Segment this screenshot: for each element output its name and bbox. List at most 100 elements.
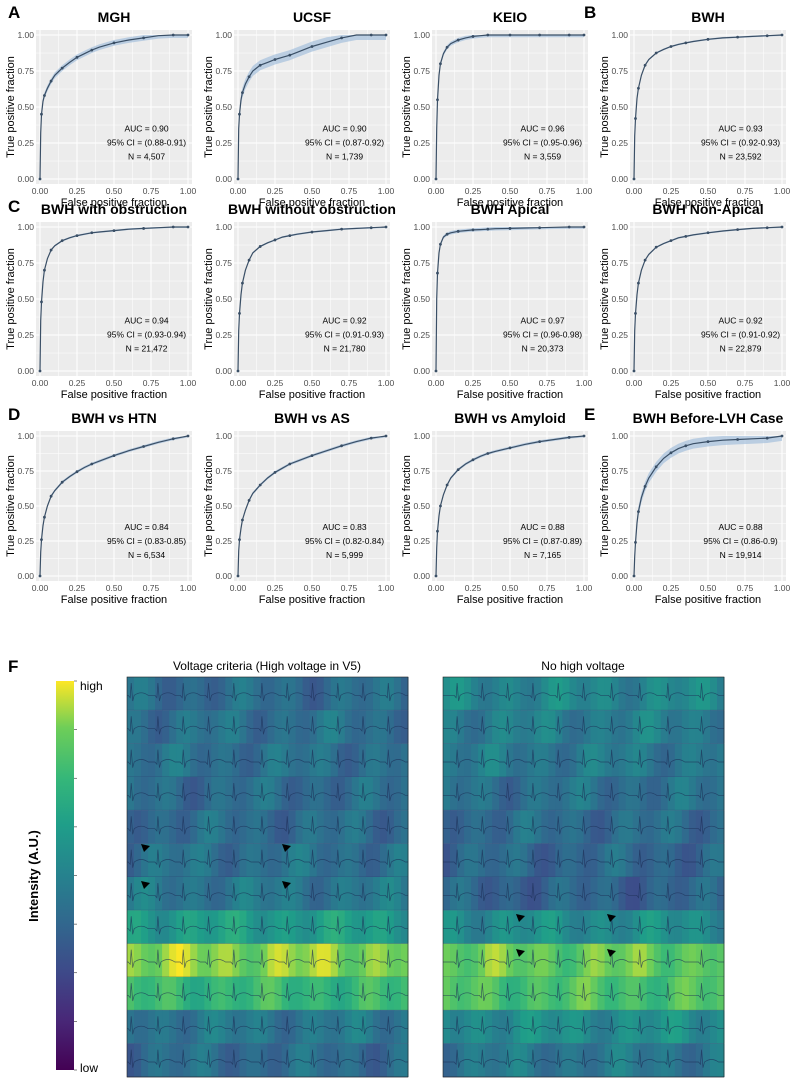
saliency-cell <box>632 877 641 911</box>
saliency-cell <box>169 877 177 911</box>
saliency-cell <box>148 943 156 977</box>
roc-point <box>439 504 442 508</box>
saliency-cell <box>225 910 233 944</box>
ci-label: 95% CI = (0.88-0.91) <box>107 137 186 147</box>
saliency-cell <box>401 943 409 977</box>
saliency-cell <box>274 943 282 977</box>
x-tick-label: 0.00 <box>230 378 247 388</box>
saliency-cell <box>176 810 184 844</box>
saliency-cell <box>239 843 247 877</box>
saliency-cell <box>239 1010 247 1044</box>
saliency-cell <box>393 710 402 744</box>
saliency-cell <box>148 1043 156 1077</box>
saliency-cell <box>450 777 458 811</box>
roc-point <box>310 45 314 48</box>
roc-point <box>669 45 673 48</box>
roc-point <box>384 434 388 438</box>
saliency-cell <box>246 677 254 711</box>
saliency-cell <box>344 1043 353 1077</box>
x-tick-label: 0.50 <box>106 186 123 196</box>
saliency-cell <box>710 943 718 977</box>
saliency-cell <box>646 910 655 944</box>
saliency-cell <box>197 1010 205 1044</box>
saliency-cell <box>386 1010 395 1044</box>
saliency-cell <box>681 910 690 944</box>
roc-point <box>765 226 769 230</box>
saliency-cell <box>464 910 472 944</box>
saliency-cell <box>260 743 268 777</box>
saliency-cell <box>688 943 697 977</box>
x-tick-label: 1.00 <box>774 186 791 196</box>
roc-point <box>273 58 277 61</box>
saliency-cell <box>351 710 360 744</box>
saliency-cell <box>190 677 198 711</box>
arrowhead <box>282 844 291 852</box>
roc-point <box>186 33 190 37</box>
y-tick-label: 0.50 <box>413 294 430 304</box>
saliency-cell <box>246 843 254 877</box>
saliency-cell <box>632 943 641 977</box>
saliency-cell <box>618 710 627 744</box>
saliency-cell <box>520 977 528 1011</box>
saliency-cell <box>506 810 514 844</box>
saliency-cell <box>401 877 409 911</box>
saliency-cell <box>253 943 261 977</box>
saliency-cell <box>717 843 725 877</box>
saliency-cell <box>393 1043 402 1077</box>
saliency-cell <box>351 910 360 944</box>
saliency-cell <box>625 677 634 711</box>
saliency-cell <box>225 877 233 911</box>
x-axis-label: False positive fraction <box>655 594 761 606</box>
y-tick-label: 0.75 <box>611 66 628 76</box>
x-tick-label: 0.50 <box>502 186 519 196</box>
roc-point <box>273 238 277 242</box>
auc-label: AUC = 0.94 <box>124 315 168 325</box>
saliency-cell <box>183 877 191 911</box>
saliency-cell <box>267 1043 275 1077</box>
auc-label: AUC = 0.90 <box>124 123 168 133</box>
saliency-cell <box>281 943 290 977</box>
roc-chart-7: 0.00 0.00 0.25 0.25 0.50 0.50 0.75 0.75 1.00 1.00… <box>401 201 593 401</box>
roc-point <box>247 499 251 502</box>
y-axis-label: True positive fraction <box>203 56 215 158</box>
saliency-cell <box>597 810 605 844</box>
arrowhead <box>516 949 525 957</box>
saliency-cell <box>148 710 156 744</box>
saliency-cell <box>569 877 577 911</box>
saliency-cell <box>316 877 325 911</box>
roc-point <box>236 177 240 181</box>
roc-chart-1: 0.00 0.00 0.25 0.25 0.50 0.50 0.75 0.75 1.00 1.00… <box>5 9 197 209</box>
saliency-cell <box>302 977 311 1011</box>
roc-chart-12: 0.00 0.00 0.25 0.25 0.50 0.50 0.75 0.75 1.00 1.00… <box>599 410 791 606</box>
saliency-cell <box>639 1043 648 1077</box>
saliency-cell <box>590 677 598 711</box>
saliency-cell <box>183 677 191 711</box>
saliency-cell <box>457 810 465 844</box>
roc-point <box>384 33 388 37</box>
saliency-cell <box>443 1043 451 1077</box>
saliency-cell <box>344 877 353 911</box>
saliency-cell <box>450 1043 458 1077</box>
y-tick-label: 0.75 <box>611 258 628 268</box>
saliency-cell <box>457 777 465 811</box>
saliency-cell <box>541 777 549 811</box>
saliency-cell <box>681 977 690 1011</box>
roc-point <box>582 225 586 229</box>
saliency-cell <box>401 810 409 844</box>
saliency-cell <box>611 877 620 911</box>
saliency-cell <box>302 743 311 777</box>
x-tick-label: 0.50 <box>106 583 123 593</box>
saliency-cell <box>527 943 535 977</box>
saliency-cell <box>695 1043 704 1077</box>
arrowheads-right <box>516 914 616 957</box>
x-tick-label: 0.50 <box>700 378 717 388</box>
saliency-cell <box>260 1010 268 1044</box>
roc-point <box>40 112 43 116</box>
auc-label: AUC = 0.92 <box>718 315 762 325</box>
saliency-cell <box>148 677 156 711</box>
n-label: N = 21,472 <box>126 343 168 353</box>
saliency-cell <box>232 677 240 711</box>
chart-title: BWH without obstruction <box>228 201 396 217</box>
saliency-cell <box>232 943 240 977</box>
saliency-cell <box>646 777 655 811</box>
